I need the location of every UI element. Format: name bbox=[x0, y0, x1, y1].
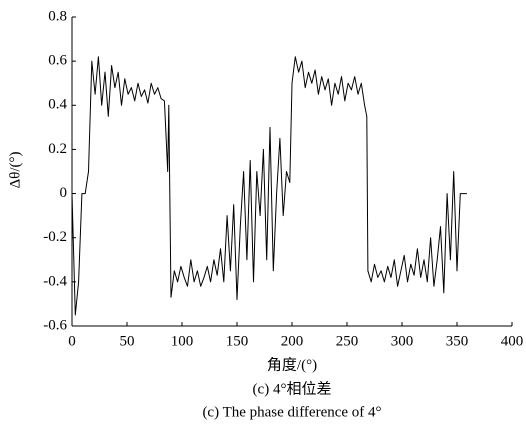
y-tick-label: -0.4 bbox=[43, 273, 67, 289]
x-tick-label: 250 bbox=[336, 333, 359, 349]
y-tick-label: 0.2 bbox=[48, 141, 67, 157]
caption: (c) The phase difference of 4° bbox=[202, 404, 381, 420]
y-tick-label: 0.8 bbox=[48, 8, 67, 24]
x-axis-label: 角度/(°) bbox=[267, 356, 317, 373]
x-tick-label: 100 bbox=[171, 333, 194, 349]
y-tick-label: -0.2 bbox=[43, 229, 67, 245]
data-line bbox=[71, 56, 467, 316]
y-tick-label: 0.4 bbox=[48, 97, 67, 113]
x-tick-label: 0 bbox=[68, 333, 76, 349]
y-tick-label: -0.6 bbox=[43, 317, 67, 333]
x-tick-label: 400 bbox=[501, 333, 524, 349]
y-tick-label: 0.6 bbox=[48, 53, 67, 69]
caption: (c) 4°相位差 bbox=[253, 380, 332, 397]
x-tick-label: 300 bbox=[391, 333, 414, 349]
y-axis-label: Δθ/(°) bbox=[7, 152, 23, 189]
x-tick-label: 150 bbox=[226, 333, 249, 349]
x-tick-label: 50 bbox=[120, 333, 135, 349]
x-tick-label: 350 bbox=[446, 333, 469, 349]
x-tick-label: 200 bbox=[281, 333, 304, 349]
y-tick-label: 0 bbox=[60, 185, 68, 201]
